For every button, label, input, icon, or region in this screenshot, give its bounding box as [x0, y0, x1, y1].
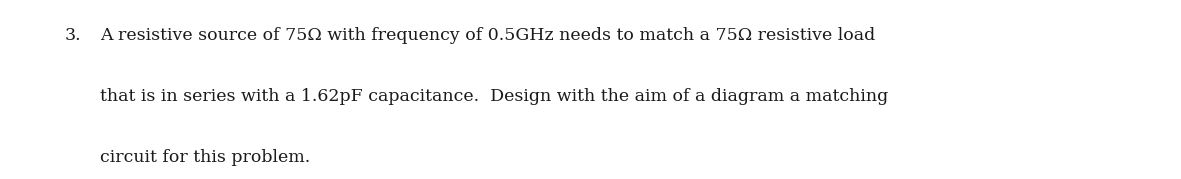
Text: circuit for this problem.: circuit for this problem.	[100, 149, 311, 166]
Text: that is in series with a 1.62pF capacitance.  Design with the aim of a diagram a: that is in series with a 1.62pF capacita…	[100, 88, 888, 105]
Text: A resistive source of 75Ω with frequency of 0.5GHz needs to match a 75Ω resistiv: A resistive source of 75Ω with frequency…	[100, 27, 875, 44]
Text: 3.: 3.	[65, 27, 81, 44]
